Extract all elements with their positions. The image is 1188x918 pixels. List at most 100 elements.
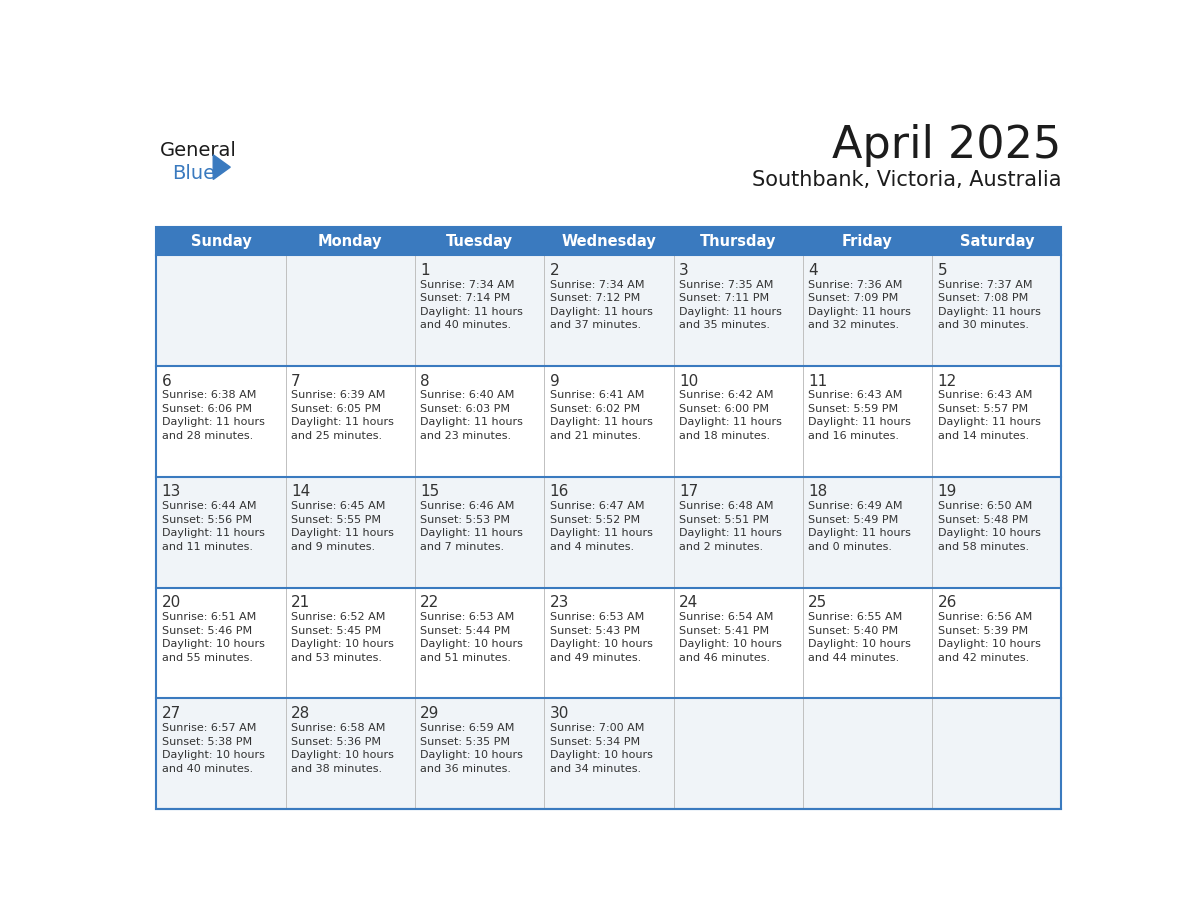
Text: Sunset: 5:48 PM: Sunset: 5:48 PM bbox=[937, 515, 1028, 525]
Text: Blue: Blue bbox=[172, 164, 215, 184]
Text: 23: 23 bbox=[550, 595, 569, 610]
Text: Sunrise: 6:39 AM: Sunrise: 6:39 AM bbox=[291, 390, 385, 400]
Text: and 11 minutes.: and 11 minutes. bbox=[162, 542, 253, 552]
Text: Wednesday: Wednesday bbox=[562, 233, 656, 249]
Text: 20: 20 bbox=[162, 595, 181, 610]
Text: 29: 29 bbox=[421, 706, 440, 722]
Text: Daylight: 10 hours: Daylight: 10 hours bbox=[550, 639, 652, 649]
Text: Sunset: 6:02 PM: Sunset: 6:02 PM bbox=[550, 404, 640, 414]
Text: and 32 minutes.: and 32 minutes. bbox=[808, 320, 899, 330]
Text: Sunset: 7:08 PM: Sunset: 7:08 PM bbox=[937, 293, 1028, 303]
Text: 4: 4 bbox=[808, 263, 817, 277]
Text: and 25 minutes.: and 25 minutes. bbox=[291, 431, 383, 441]
Text: Sunrise: 7:35 AM: Sunrise: 7:35 AM bbox=[678, 280, 773, 289]
Text: and 16 minutes.: and 16 minutes. bbox=[808, 431, 899, 441]
Text: and 36 minutes.: and 36 minutes. bbox=[421, 764, 511, 774]
Text: 28: 28 bbox=[291, 706, 310, 722]
Text: and 34 minutes.: and 34 minutes. bbox=[550, 764, 640, 774]
Text: Sunset: 5:46 PM: Sunset: 5:46 PM bbox=[162, 626, 252, 635]
Text: Sunrise: 6:59 AM: Sunrise: 6:59 AM bbox=[421, 723, 514, 733]
Text: Daylight: 11 hours: Daylight: 11 hours bbox=[808, 418, 911, 428]
Text: 26: 26 bbox=[937, 595, 958, 610]
Text: Daylight: 10 hours: Daylight: 10 hours bbox=[808, 639, 911, 649]
Text: Sunrise: 6:50 AM: Sunrise: 6:50 AM bbox=[937, 501, 1032, 511]
Text: Sunset: 7:09 PM: Sunset: 7:09 PM bbox=[808, 293, 898, 303]
Text: 17: 17 bbox=[678, 485, 699, 499]
Text: Sunrise: 6:43 AM: Sunrise: 6:43 AM bbox=[937, 390, 1032, 400]
Text: and 4 minutes.: and 4 minutes. bbox=[550, 542, 633, 552]
Text: and 18 minutes.: and 18 minutes. bbox=[678, 431, 770, 441]
Text: Sunrise: 6:58 AM: Sunrise: 6:58 AM bbox=[291, 723, 385, 733]
Text: Daylight: 11 hours: Daylight: 11 hours bbox=[550, 528, 652, 538]
Text: Sunset: 5:38 PM: Sunset: 5:38 PM bbox=[162, 736, 252, 746]
Bar bbox=[157, 699, 1061, 810]
Text: Sunrise: 7:34 AM: Sunrise: 7:34 AM bbox=[421, 280, 514, 289]
Text: Sunday: Sunday bbox=[190, 233, 252, 249]
Text: Sunrise: 6:57 AM: Sunrise: 6:57 AM bbox=[162, 723, 257, 733]
Text: Sunrise: 7:37 AM: Sunrise: 7:37 AM bbox=[937, 280, 1032, 289]
Text: Sunset: 7:12 PM: Sunset: 7:12 PM bbox=[550, 293, 640, 303]
Text: Sunset: 5:36 PM: Sunset: 5:36 PM bbox=[291, 736, 381, 746]
Text: Sunrise: 7:36 AM: Sunrise: 7:36 AM bbox=[808, 280, 903, 289]
Text: and 23 minutes.: and 23 minutes. bbox=[421, 431, 511, 441]
Text: 12: 12 bbox=[937, 374, 956, 388]
Text: Sunset: 7:11 PM: Sunset: 7:11 PM bbox=[678, 293, 769, 303]
Text: Sunrise: 6:48 AM: Sunrise: 6:48 AM bbox=[678, 501, 773, 511]
Text: and 58 minutes.: and 58 minutes. bbox=[937, 542, 1029, 552]
Text: and 0 minutes.: and 0 minutes. bbox=[808, 542, 892, 552]
Text: 24: 24 bbox=[678, 595, 699, 610]
Text: Daylight: 11 hours: Daylight: 11 hours bbox=[550, 418, 652, 428]
Text: Sunrise: 6:51 AM: Sunrise: 6:51 AM bbox=[162, 612, 255, 622]
Text: Daylight: 11 hours: Daylight: 11 hours bbox=[808, 528, 911, 538]
Text: 1: 1 bbox=[421, 263, 430, 277]
Text: April 2025: April 2025 bbox=[833, 124, 1061, 167]
Text: Sunset: 6:06 PM: Sunset: 6:06 PM bbox=[162, 404, 252, 414]
Text: Sunset: 5:52 PM: Sunset: 5:52 PM bbox=[550, 515, 640, 525]
Text: Sunset: 5:44 PM: Sunset: 5:44 PM bbox=[421, 626, 511, 635]
Text: Southbank, Victoria, Australia: Southbank, Victoria, Australia bbox=[752, 170, 1061, 190]
Text: Sunrise: 7:34 AM: Sunrise: 7:34 AM bbox=[550, 280, 644, 289]
Text: Sunset: 5:57 PM: Sunset: 5:57 PM bbox=[937, 404, 1028, 414]
Text: Sunset: 5:34 PM: Sunset: 5:34 PM bbox=[550, 736, 640, 746]
Text: Sunset: 5:55 PM: Sunset: 5:55 PM bbox=[291, 515, 381, 525]
Text: Sunset: 7:14 PM: Sunset: 7:14 PM bbox=[421, 293, 511, 303]
Text: Sunrise: 6:55 AM: Sunrise: 6:55 AM bbox=[808, 612, 903, 622]
Text: 3: 3 bbox=[678, 263, 689, 277]
Text: 13: 13 bbox=[162, 485, 181, 499]
Text: Sunset: 5:35 PM: Sunset: 5:35 PM bbox=[421, 736, 511, 746]
Text: Daylight: 10 hours: Daylight: 10 hours bbox=[421, 639, 523, 649]
Text: Sunrise: 6:42 AM: Sunrise: 6:42 AM bbox=[678, 390, 773, 400]
Text: and 53 minutes.: and 53 minutes. bbox=[291, 653, 383, 663]
Text: Daylight: 11 hours: Daylight: 11 hours bbox=[291, 418, 394, 428]
Bar bbox=[157, 255, 1061, 365]
Text: and 28 minutes.: and 28 minutes. bbox=[162, 431, 253, 441]
Bar bbox=[157, 476, 1061, 588]
Text: and 44 minutes.: and 44 minutes. bbox=[808, 653, 899, 663]
Text: Sunrise: 6:40 AM: Sunrise: 6:40 AM bbox=[421, 390, 514, 400]
Text: Daylight: 11 hours: Daylight: 11 hours bbox=[808, 307, 911, 317]
Text: Sunrise: 6:52 AM: Sunrise: 6:52 AM bbox=[291, 612, 385, 622]
Bar bbox=[157, 227, 1061, 810]
Text: Sunrise: 6:47 AM: Sunrise: 6:47 AM bbox=[550, 501, 644, 511]
Text: Sunset: 5:45 PM: Sunset: 5:45 PM bbox=[291, 626, 381, 635]
Text: Daylight: 11 hours: Daylight: 11 hours bbox=[162, 418, 265, 428]
Bar bbox=[157, 365, 1061, 476]
Text: Sunrise: 6:54 AM: Sunrise: 6:54 AM bbox=[678, 612, 773, 622]
Text: 19: 19 bbox=[937, 485, 958, 499]
Text: Sunset: 5:43 PM: Sunset: 5:43 PM bbox=[550, 626, 640, 635]
Text: 11: 11 bbox=[808, 374, 828, 388]
Text: Sunrise: 6:41 AM: Sunrise: 6:41 AM bbox=[550, 390, 644, 400]
Text: Daylight: 11 hours: Daylight: 11 hours bbox=[162, 528, 265, 538]
Bar bbox=[157, 588, 1061, 699]
Text: Sunset: 5:39 PM: Sunset: 5:39 PM bbox=[937, 626, 1028, 635]
Text: 10: 10 bbox=[678, 374, 699, 388]
Text: and 55 minutes.: and 55 minutes. bbox=[162, 653, 253, 663]
Text: Daylight: 10 hours: Daylight: 10 hours bbox=[550, 750, 652, 760]
Text: and 38 minutes.: and 38 minutes. bbox=[291, 764, 383, 774]
Text: Sunrise: 6:56 AM: Sunrise: 6:56 AM bbox=[937, 612, 1032, 622]
Text: Daylight: 11 hours: Daylight: 11 hours bbox=[937, 418, 1041, 428]
Text: Sunrise: 6:43 AM: Sunrise: 6:43 AM bbox=[808, 390, 903, 400]
Text: Daylight: 10 hours: Daylight: 10 hours bbox=[421, 750, 523, 760]
Text: and 14 minutes.: and 14 minutes. bbox=[937, 431, 1029, 441]
Text: Daylight: 10 hours: Daylight: 10 hours bbox=[291, 750, 394, 760]
